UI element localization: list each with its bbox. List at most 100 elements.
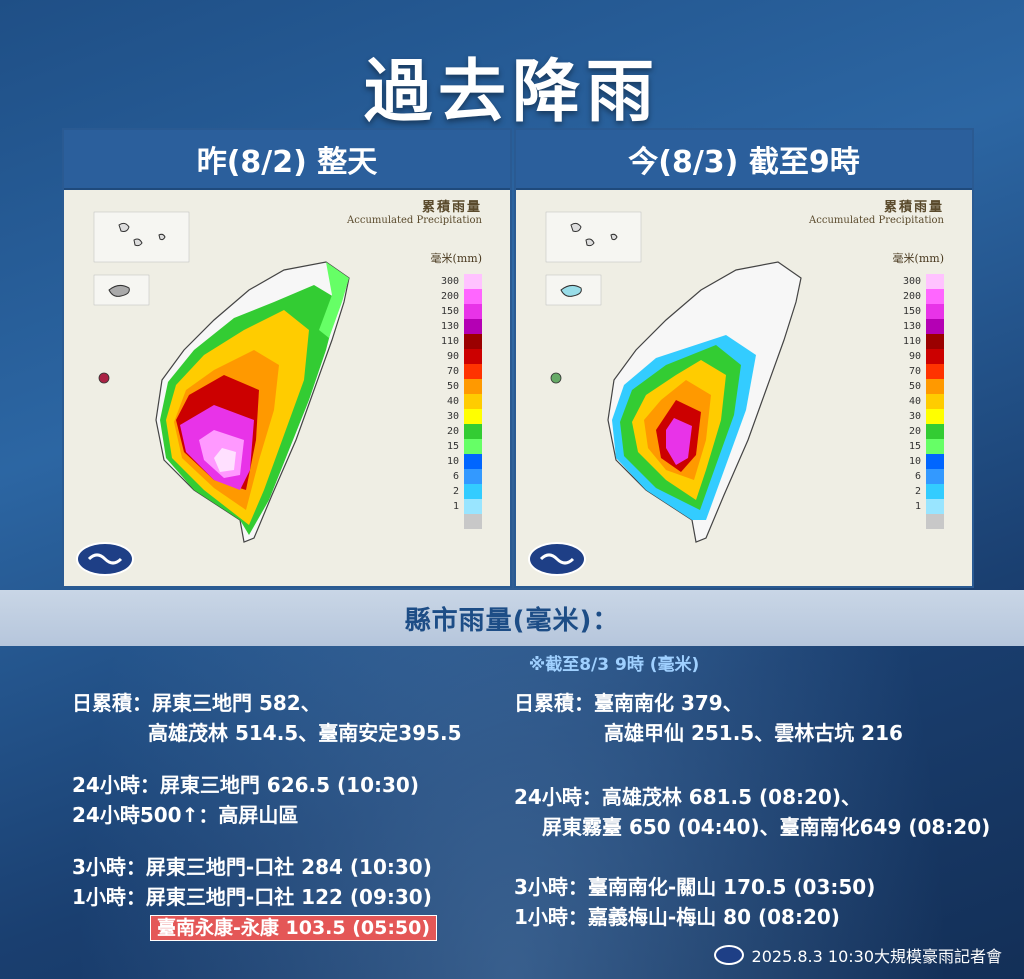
legend-level-label: 2: [452, 486, 459, 497]
legend-swatch: [464, 424, 482, 439]
h3-line: 3小時：臺南南化-關山 170.5 (03:50): [514, 875, 876, 899]
legend-row: 2: [433, 484, 482, 499]
taiwan-map-yesterday: [93, 211, 350, 543]
h24-line-2: 屏東霧臺 650 (04:40)、臺南南化649 (08:20): [542, 815, 991, 839]
legend-level-label: 40: [908, 396, 921, 407]
legend-swatch: [464, 409, 482, 424]
legend-level-label: 150: [902, 306, 921, 317]
legend-row: 90: [895, 349, 944, 364]
section-band: 縣市雨量(毫米)：: [0, 590, 1024, 646]
legend-row: 110: [433, 334, 482, 349]
page-title: 過去降雨: [363, 53, 660, 132]
legend-swatch: [464, 379, 482, 394]
legend-level-label: 110: [440, 336, 459, 347]
legend-level-label: 200: [440, 291, 459, 302]
legend-row: 130: [433, 319, 482, 334]
legend-level-label: 6: [452, 471, 459, 482]
h24-line-1: 24小時：高雄茂林 681.5 (08:20)、: [514, 785, 861, 809]
legend-row: [433, 514, 482, 529]
cwa-logo-icon: [713, 945, 744, 965]
legend-row: 15: [433, 439, 482, 454]
legend-swatch: [464, 334, 482, 349]
footer: 2025.8.3 10:30大規模豪雨記者會: [713, 943, 1002, 967]
legend-swatch: [926, 409, 944, 424]
cwa-logo-icon: [528, 542, 586, 576]
legend-row: 40: [895, 394, 944, 409]
rainfall-legend: 300 200 150 130 110 90 70 50 40 30 20 15 10 6 2 1: [433, 274, 482, 529]
time-note: ※截至8/3 9時 (毫米): [528, 655, 700, 675]
legend-level-label: 90: [446, 351, 459, 362]
legend-row: 300: [895, 274, 944, 289]
legend-title-en: Accumulated Precipitation: [347, 215, 482, 226]
legend-row: 20: [895, 424, 944, 439]
stats-today: 日累積：臺南南化 379、 高雄甲仙 251.5、雲林古坑 216 24小時：高…: [514, 688, 990, 932]
legend-title-zh: 累積雨量: [883, 200, 944, 215]
daily-value-1: 屏東三地門 582、: [152, 691, 321, 715]
legend-swatch: [464, 394, 482, 409]
legend-swatch: [464, 289, 482, 304]
legend-swatch: [464, 274, 482, 289]
h1-line: 1小時：嘉義梅山-梅山 80 (08:20): [514, 905, 840, 929]
legend-row: 2: [895, 484, 944, 499]
rainfall-legend: 300 200 150 130 110 90 70 50 40 30 20 15 10 6 2 1: [895, 274, 944, 529]
legend-row: 70: [895, 364, 944, 379]
legend-row: 200: [895, 289, 944, 304]
legend-row: 50: [433, 379, 482, 394]
legend-swatch: [464, 349, 482, 364]
legend-swatch: [464, 304, 482, 319]
daily-label: 日累積：: [72, 691, 152, 715]
legend-level-label: 150: [440, 306, 459, 317]
h1-line: 1小時：屏東三地門-口社 122 (09:30): [72, 885, 432, 909]
legend-row: 50: [895, 379, 944, 394]
h1-highlight: 臺南永康-永康 103.5 (05:50): [150, 915, 438, 941]
legend-row: 6: [433, 469, 482, 484]
legend-row: 6: [895, 469, 944, 484]
legend-level-label: 20: [908, 426, 921, 437]
legend-row: 150: [433, 304, 482, 319]
legend-row: 30: [895, 409, 944, 424]
daily-line-1: 日累積：屏東三地門 582、: [72, 688, 462, 718]
legend-swatch: [926, 469, 944, 484]
legend-level-label: 130: [440, 321, 459, 332]
legend-row: 110: [895, 334, 944, 349]
panel-yesterday: 昨(8/2) 整天 累積雨量 Accumulated Precipitation: [62, 128, 512, 588]
legend-swatch: [926, 439, 944, 454]
legend-level-label: 300: [440, 276, 459, 287]
legend-row: 10: [433, 454, 482, 469]
legend-swatch: [926, 334, 944, 349]
legend-swatch: [926, 394, 944, 409]
legend-level-label: 50: [908, 381, 921, 392]
legend-level-label: 10: [446, 456, 459, 467]
legend-swatch: [464, 454, 482, 469]
legend-title-en: Accumulated Precipitation: [809, 215, 944, 226]
legend-unit: 毫米(mm): [892, 252, 944, 265]
h24-line: 24小時：屏東三地門 626.5 (10:30): [72, 773, 419, 797]
legend-level-label: 1: [914, 501, 921, 512]
panel-heading-today: 今(8/3) 截至9時: [516, 130, 972, 190]
legend-row: 70: [433, 364, 482, 379]
daily-label: 日累積：: [514, 691, 594, 715]
legend-level-label: 130: [902, 321, 921, 332]
legend-level-label: 15: [446, 441, 459, 452]
h24-500-line: 24小時500↑：高屏山區: [72, 803, 299, 827]
h3-line: 3小時：屏東三地門-口社 284 (10:30): [72, 855, 432, 879]
legend-level-label: 30: [908, 411, 921, 422]
legend-row: 1: [433, 499, 482, 514]
legend-level-label: 50: [446, 381, 459, 392]
legend-swatch: [464, 499, 482, 514]
daily-value-2: 高雄茂林 514.5、臺南安定395.5: [148, 721, 462, 745]
legend-level-label: 90: [908, 351, 921, 362]
legend-row: 130: [895, 319, 944, 334]
legend-level-label: 1: [452, 501, 459, 512]
legend-level-label: 300: [902, 276, 921, 287]
legend-level-label: 20: [446, 426, 459, 437]
footer-text: 2025.8.3 10:30大規模豪雨記者會: [751, 947, 1002, 966]
rainfall-map-today: 累積雨量 Accumulated Precipitation 毫米(mm) 30…: [516, 190, 972, 586]
legend-row: 30: [433, 409, 482, 424]
rainfall-map-yesterday: 累積雨量 Accumulated Precipitation 毫米(mm) 30…: [64, 190, 510, 586]
legend-swatch: [926, 379, 944, 394]
legend-level-label: 30: [446, 411, 459, 422]
legend-unit: 毫米(mm): [430, 252, 482, 265]
legend-level-label: 6: [914, 471, 921, 482]
legend-swatch: [926, 484, 944, 499]
